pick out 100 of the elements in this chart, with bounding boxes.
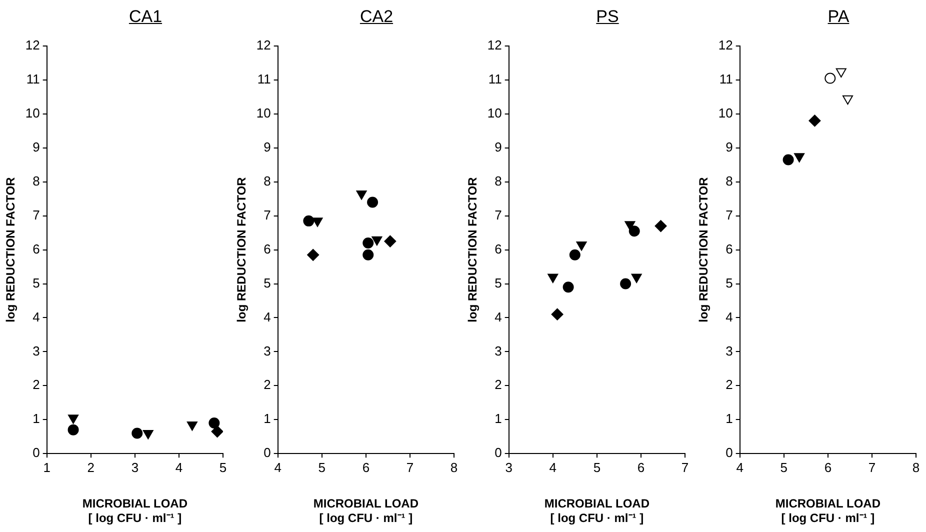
y-tick-label: 6 xyxy=(494,241,502,256)
x-tick-label: 2 xyxy=(87,460,95,475)
y-tick-label: 7 xyxy=(494,207,502,222)
chart-title: CA2 xyxy=(358,6,394,28)
y-tick-label: 11 xyxy=(488,72,502,87)
y-tick-label: 11 xyxy=(719,72,733,87)
chart-title: CA1 xyxy=(128,6,164,28)
y-tick-label: 3 xyxy=(32,343,40,358)
y-tick-label: 7 xyxy=(32,207,40,222)
y-tick-label: 11 xyxy=(257,72,271,87)
y-tick-label: 0 xyxy=(32,445,40,460)
point xyxy=(362,238,374,249)
point xyxy=(362,249,374,260)
point xyxy=(312,218,323,227)
x-tick-label: 6 xyxy=(637,460,645,475)
y-tick-label: 8 xyxy=(494,173,502,188)
point xyxy=(794,153,805,162)
y-tick-label: 1 xyxy=(726,411,733,426)
x-tick-label: 4 xyxy=(549,460,557,475)
x-tick-label: 7 xyxy=(681,460,689,475)
y-axis-title: log REDUCTION FACTOR xyxy=(696,176,711,322)
y-tick-label: 4 xyxy=(264,309,271,324)
y-tick-label: 2 xyxy=(494,377,502,392)
y-tick-label: 12 xyxy=(718,38,733,53)
x-tick-label: 5 xyxy=(318,460,326,475)
y-tick-label: 10 xyxy=(718,106,733,121)
y-tick-label: 4 xyxy=(494,309,502,324)
y-axis-title: log REDUCTION FACTOR xyxy=(4,176,18,322)
x-tick-label: 7 xyxy=(868,460,876,475)
y-tick-label: 3 xyxy=(726,343,733,358)
x-axis-title: MICROBIAL LOAD [ log CFU · ml⁻¹ ] xyxy=(82,496,188,526)
point xyxy=(824,72,836,84)
y-tick-label: 5 xyxy=(32,275,40,290)
y-tick-label: 0 xyxy=(494,445,502,460)
y-tick-label: 10 xyxy=(25,106,40,121)
point xyxy=(307,248,320,261)
point xyxy=(808,114,821,127)
y-tick-label: 5 xyxy=(264,275,271,290)
x-axis-title: MICROBIAL LOAD [ log CFU · ml⁻¹ ] xyxy=(313,496,419,526)
y-tick-label: 9 xyxy=(494,139,502,154)
x-tick-label: 7 xyxy=(406,460,414,475)
x-tick-label: 8 xyxy=(912,460,920,475)
y-tick-label: 6 xyxy=(264,241,271,256)
y-tick-label: 4 xyxy=(32,309,40,324)
x-tick-label: 5 xyxy=(219,460,227,475)
x-tick-label: 8 xyxy=(450,460,458,475)
y-tick-label: 11 xyxy=(26,72,40,87)
point xyxy=(654,220,667,232)
point xyxy=(569,249,580,260)
y-tick-label: 1 xyxy=(32,411,40,426)
point xyxy=(303,215,314,226)
point xyxy=(624,221,636,230)
point xyxy=(782,154,794,166)
point xyxy=(836,68,846,78)
x-axis-title: MICROBIAL LOAD [ log CFU · ml⁻¹ ] xyxy=(544,496,650,526)
point xyxy=(631,274,642,283)
x-tick-label: 3 xyxy=(131,460,139,475)
y-tick-label: 8 xyxy=(264,173,271,188)
chart-title: PS xyxy=(595,6,620,28)
y-tick-label: 0 xyxy=(726,445,733,460)
point xyxy=(842,95,854,105)
point xyxy=(356,190,367,200)
y-tick-label: 9 xyxy=(264,139,271,154)
y-tick-label: 2 xyxy=(264,377,271,392)
y-tick-label: 6 xyxy=(32,241,40,256)
point xyxy=(551,308,564,320)
y-tick-label: 12 xyxy=(487,38,502,53)
point xyxy=(628,226,640,237)
y-tick-label: 1 xyxy=(264,411,271,426)
x-tick-label: 5 xyxy=(593,460,601,475)
x-tick-label: 4 xyxy=(175,460,183,475)
y-tick-label: 2 xyxy=(726,377,733,392)
y-tick-label: 7 xyxy=(726,207,733,222)
x-axis-title: MICROBIAL LOAD [ log CFU · ml⁻¹ ] xyxy=(775,496,881,526)
y-tick-label: 3 xyxy=(264,343,271,358)
point xyxy=(562,282,574,293)
x-tick-label: 3 xyxy=(505,460,512,475)
point xyxy=(576,241,587,251)
y-tick-label: 9 xyxy=(726,139,733,154)
x-tick-label: 6 xyxy=(362,460,370,475)
point xyxy=(372,236,382,246)
x-tick-label: 4 xyxy=(274,460,282,475)
point xyxy=(367,196,378,208)
y-tick-label: 6 xyxy=(726,241,733,256)
chart-title: PA xyxy=(826,6,850,28)
x-tick-label: 4 xyxy=(736,460,744,475)
y-tick-label: 12 xyxy=(25,38,40,53)
y-tick-label: 8 xyxy=(726,173,733,188)
x-tick-label: 5 xyxy=(780,460,788,475)
y-tick-label: 10 xyxy=(256,106,271,121)
y-tick-label: 7 xyxy=(264,207,271,222)
y-tick-label: 8 xyxy=(32,173,40,188)
x-tick-label: 6 xyxy=(824,460,832,475)
point xyxy=(620,278,632,290)
y-tick-label: 3 xyxy=(494,343,502,358)
point xyxy=(384,235,396,248)
y-axis-title: log REDUCTION FACTOR xyxy=(466,176,480,322)
y-tick-label: 2 xyxy=(32,377,40,392)
y-tick-label: 0 xyxy=(264,445,271,460)
y-tick-label: 5 xyxy=(726,275,733,290)
